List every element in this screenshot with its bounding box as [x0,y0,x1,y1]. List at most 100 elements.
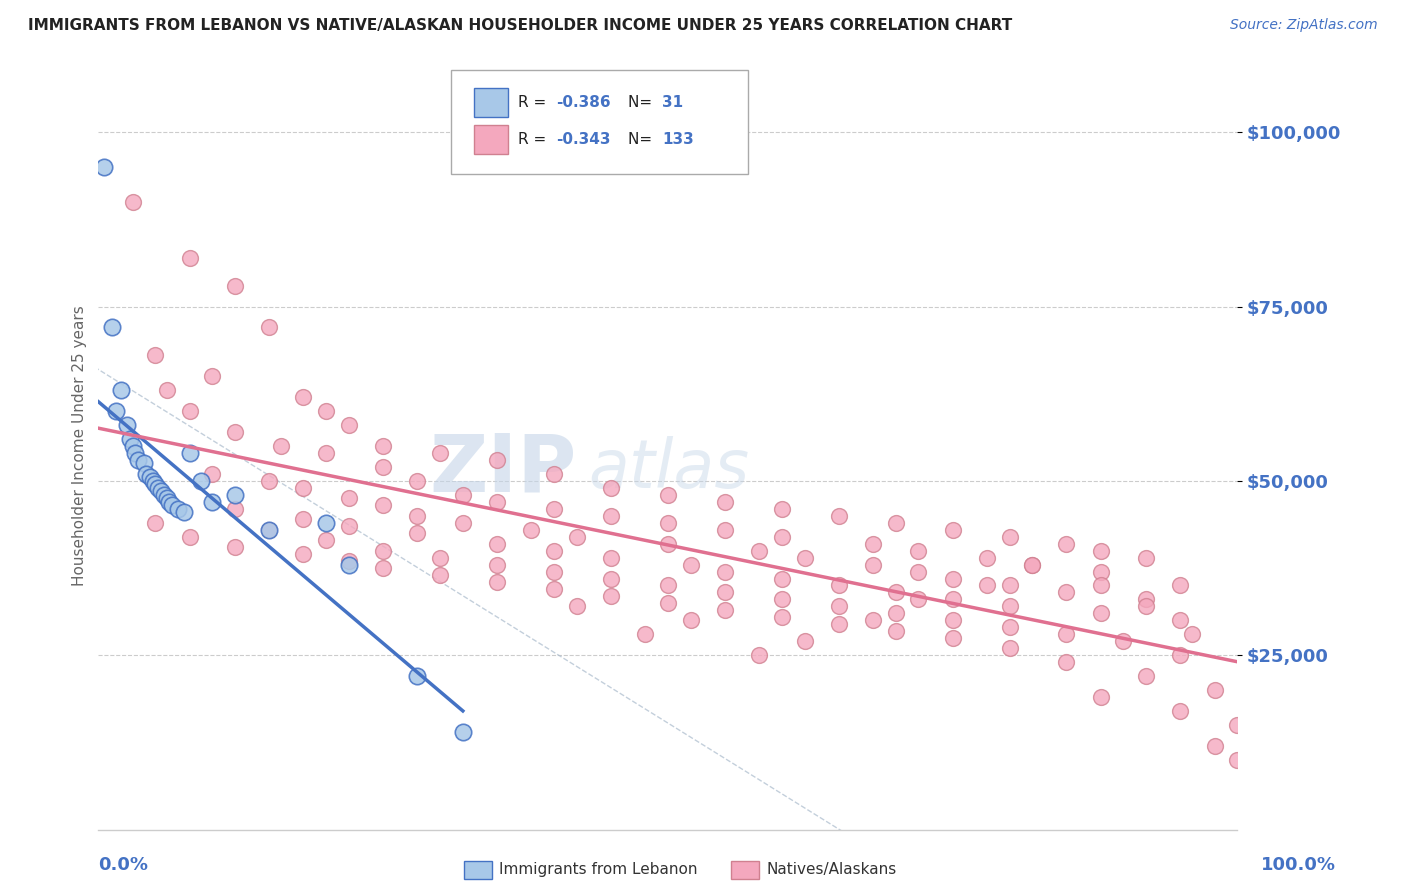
Point [1226,718,1249,732]
Point [146,481,169,495]
Point [1056,585,1078,599]
Point [1226,753,1249,767]
Point [406,526,429,541]
Point [884,624,907,638]
Point [162,498,184,512]
Point [793,550,815,565]
Point [101,320,124,334]
Point [600,481,623,495]
Point [862,613,884,627]
Point [292,547,315,561]
Point [224,278,246,293]
Point [120,432,142,446]
Point [543,543,565,558]
Point [657,516,679,530]
Point [714,565,737,579]
Point [451,725,474,739]
Point [486,495,509,509]
Bar [474,125,509,153]
Point [224,540,246,554]
Point [1056,655,1078,669]
Point [828,616,851,631]
Point [884,585,907,599]
Point [429,550,451,565]
Point [156,491,179,506]
Point [543,467,565,481]
Point [942,631,965,645]
Point [371,561,394,575]
Point [862,536,884,550]
Point [179,251,201,265]
Point [714,523,737,537]
Point [1090,565,1112,579]
Point [138,470,160,484]
Point [679,558,702,572]
Point [1170,578,1192,592]
Point [1170,613,1192,627]
Point [121,194,143,209]
Text: 133: 133 [662,132,695,146]
Point [406,508,429,523]
Point [132,457,155,471]
Point [862,558,884,572]
Point [292,390,315,404]
Point [371,543,394,558]
Point [714,603,737,617]
Point [520,523,543,537]
Point [1170,648,1192,663]
Point [600,508,623,523]
Point [942,523,965,537]
Point [315,533,337,548]
Point [201,495,224,509]
Point [1056,536,1078,550]
Point [315,446,337,460]
Point [976,550,998,565]
Point [634,627,657,641]
Point [259,320,281,334]
Point [714,495,737,509]
Point [998,578,1021,592]
Point [224,488,246,502]
Point [451,516,474,530]
Point [486,558,509,572]
Point [828,578,851,592]
Point [828,599,851,614]
Point [1056,627,1078,641]
Text: 31: 31 [662,95,683,110]
Point [167,501,190,516]
Point [543,582,565,596]
Point [429,568,451,582]
Point [121,439,143,453]
Point [156,383,179,397]
Point [337,519,360,533]
Point [451,488,474,502]
Point [371,439,394,453]
Point [145,348,167,362]
Point [315,516,337,530]
Point [1021,558,1043,572]
Point [714,585,737,599]
Point [1135,599,1157,614]
Point [486,453,509,467]
Point [259,523,281,537]
Point [371,498,394,512]
Point [104,404,127,418]
Point [907,543,929,558]
Point [770,572,793,586]
Text: N=: N= [628,132,657,146]
Point [93,160,115,174]
Point [486,574,509,589]
Point [998,530,1021,544]
Point [124,446,146,460]
Point [142,474,165,488]
Point [371,459,394,474]
Y-axis label: Householder Income Under 25 years: Householder Income Under 25 years [72,306,87,586]
Bar [474,87,509,117]
Point [1204,683,1226,698]
Point [657,488,679,502]
Point [1090,607,1112,621]
Text: Immigrants from Lebanon: Immigrants from Lebanon [499,863,697,877]
Point [679,613,702,627]
Point [1135,592,1157,607]
Text: -0.386: -0.386 [557,95,610,110]
